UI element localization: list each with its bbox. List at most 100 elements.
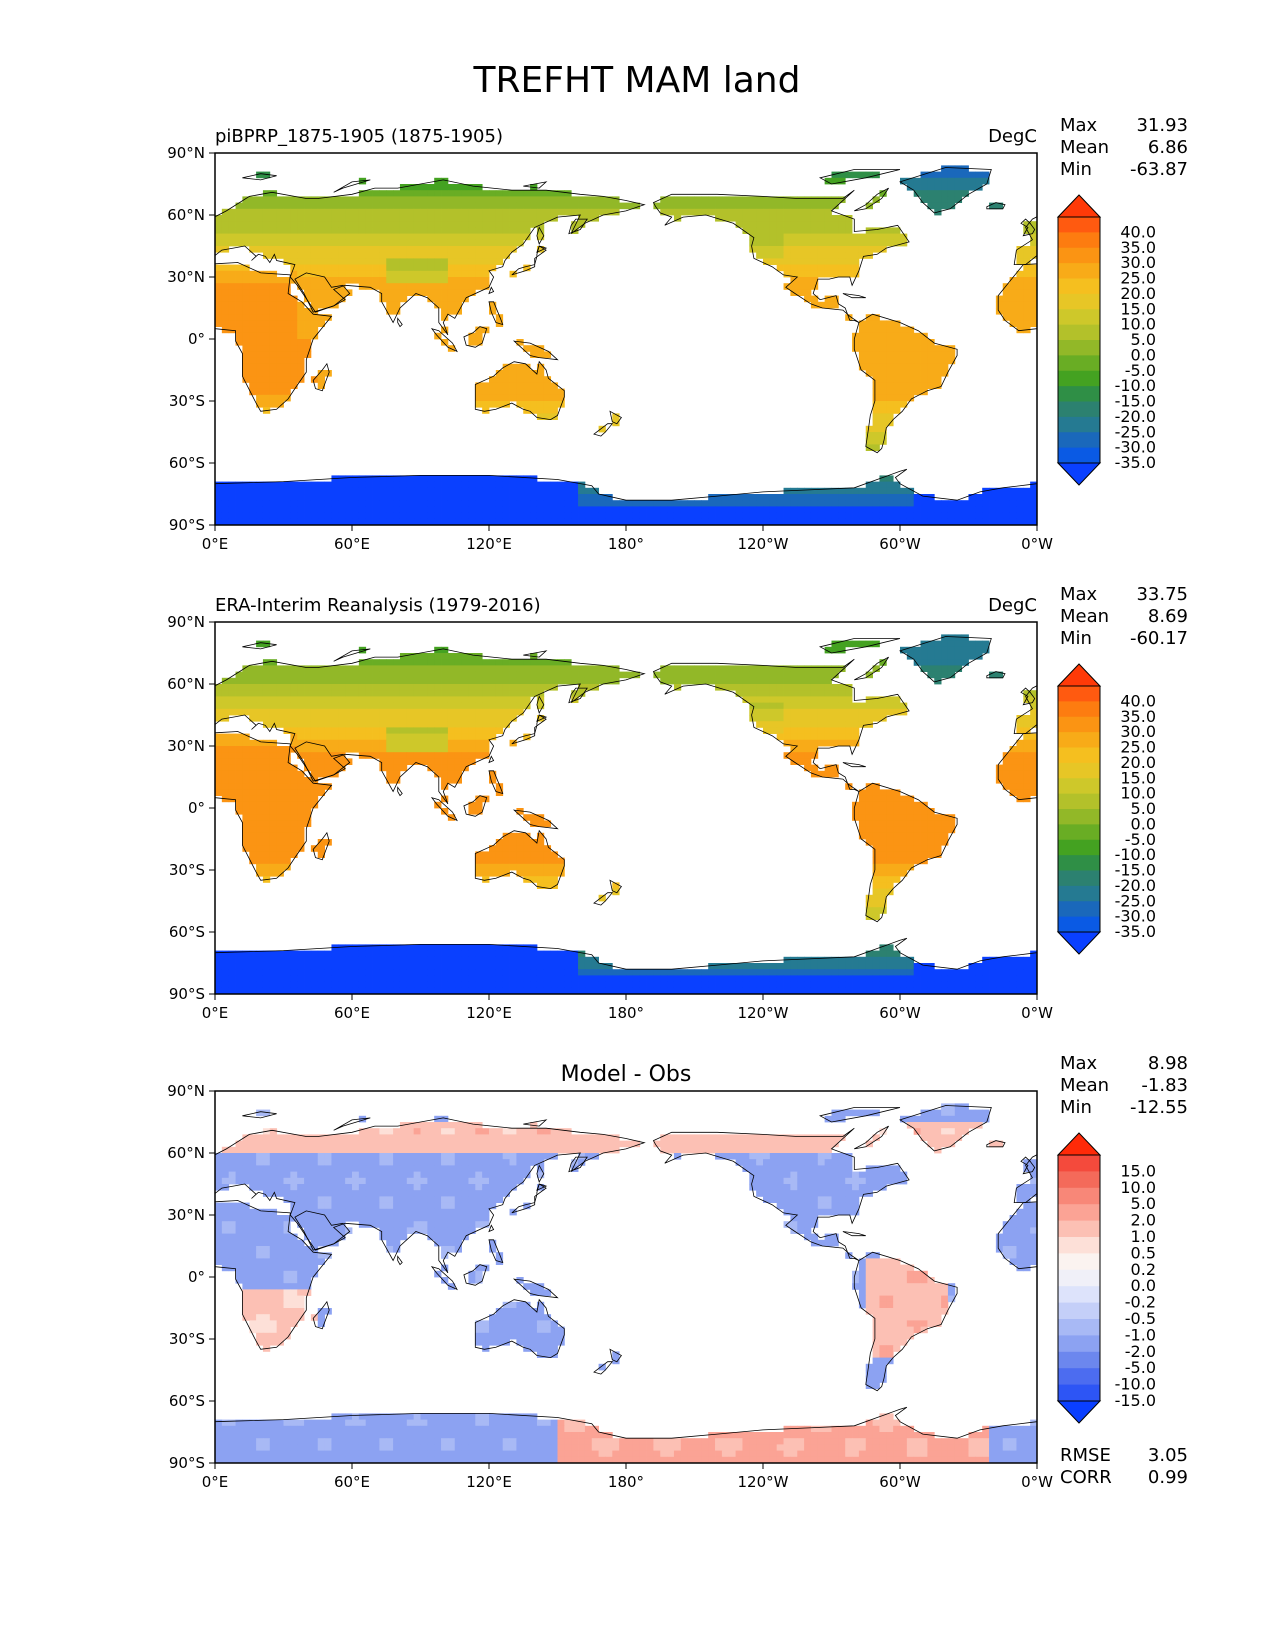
field-cell — [660, 665, 668, 672]
field-cell — [310, 690, 319, 697]
field-cell — [331, 264, 339, 272]
field-cell — [461, 184, 469, 191]
field-cell — [495, 239, 504, 247]
field-cell — [434, 764, 442, 772]
field-cell — [269, 326, 278, 334]
field-cell — [495, 215, 504, 222]
field-cell — [269, 690, 278, 697]
field-cell — [852, 727, 860, 734]
field-cell — [776, 506, 784, 513]
field-cell — [495, 376, 504, 383]
field-cell — [509, 671, 517, 679]
field-cell — [591, 671, 599, 679]
field-cell — [502, 845, 510, 852]
field-cell — [708, 671, 716, 679]
field-cell — [454, 258, 462, 265]
field-cell — [262, 839, 271, 846]
field-cell — [256, 764, 264, 772]
field-cell — [276, 721, 284, 728]
field-cell — [393, 270, 401, 278]
field-cell — [673, 975, 682, 982]
field-cell — [352, 258, 360, 265]
field-cell — [886, 969, 894, 976]
field-cell — [804, 708, 812, 716]
field-cell — [215, 764, 223, 772]
lat-tick-label: 0° — [188, 330, 205, 348]
field-cell — [331, 295, 339, 303]
field-cell — [763, 227, 771, 234]
field-cell — [502, 969, 510, 976]
field-cell — [797, 487, 805, 495]
field-cell — [447, 671, 456, 679]
field-cell — [249, 388, 257, 396]
field-cell — [550, 500, 558, 507]
field-cell — [824, 196, 832, 203]
field-cell — [1030, 314, 1037, 321]
field-cell — [221, 500, 230, 507]
field-cell — [536, 863, 545, 871]
field-cell — [256, 246, 264, 253]
field-cell — [331, 252, 339, 259]
field-cell — [447, 487, 456, 495]
field-cell — [941, 832, 949, 840]
field-cell — [297, 233, 305, 241]
field-cell — [482, 388, 490, 396]
field-cell — [509, 494, 517, 501]
field-cell — [482, 506, 490, 513]
field-cell — [557, 987, 565, 994]
field-cell — [776, 733, 784, 741]
field-cell — [331, 221, 339, 228]
field-cell — [865, 370, 873, 377]
field-cell — [530, 956, 538, 964]
field-cell — [769, 246, 778, 253]
field-cell — [447, 295, 456, 303]
field-cell — [249, 826, 257, 834]
field-cell — [310, 684, 319, 691]
field-cell — [235, 326, 243, 334]
field-cell — [824, 671, 832, 679]
field-cell — [502, 975, 510, 982]
field-cell — [304, 764, 312, 772]
field-cell — [358, 500, 367, 507]
field-cell — [626, 981, 634, 989]
field-cell — [317, 975, 325, 982]
field-cell — [365, 752, 373, 759]
field-cell — [276, 376, 284, 383]
field-cell — [632, 202, 641, 210]
field-cell — [872, 832, 880, 840]
field-cell — [358, 277, 367, 284]
field-cell — [283, 370, 291, 377]
field-cell — [1030, 320, 1037, 327]
field-cell — [1030, 746, 1037, 753]
field-cell — [852, 963, 860, 970]
field-cell — [523, 518, 531, 525]
field-cell — [420, 264, 428, 272]
field-cell — [1023, 246, 1031, 253]
field-cell — [379, 190, 387, 197]
field-cell — [1030, 295, 1037, 303]
field-cell — [612, 969, 620, 976]
field-cell — [913, 857, 921, 865]
field-cell — [920, 339, 928, 346]
field-cell — [536, 975, 545, 982]
field-cell — [776, 702, 784, 710]
field-cell — [660, 671, 668, 679]
field-cell — [393, 981, 401, 989]
field-cell — [358, 475, 367, 482]
field-cell — [269, 801, 278, 809]
field-cell — [482, 190, 490, 197]
field-cell — [317, 671, 325, 679]
lon-tick-label: 60°W — [879, 535, 921, 553]
field-cell — [530, 196, 538, 203]
field-cell — [262, 314, 271, 321]
field-cell — [283, 770, 291, 778]
field-cell — [221, 684, 230, 691]
field-cell — [941, 357, 949, 365]
field-cell — [721, 665, 730, 672]
field-cell — [461, 733, 469, 741]
field-cell — [934, 981, 942, 989]
field-cell — [304, 295, 312, 303]
field-cell — [475, 677, 483, 685]
field-cell — [536, 518, 545, 525]
field-cell — [804, 512, 812, 520]
